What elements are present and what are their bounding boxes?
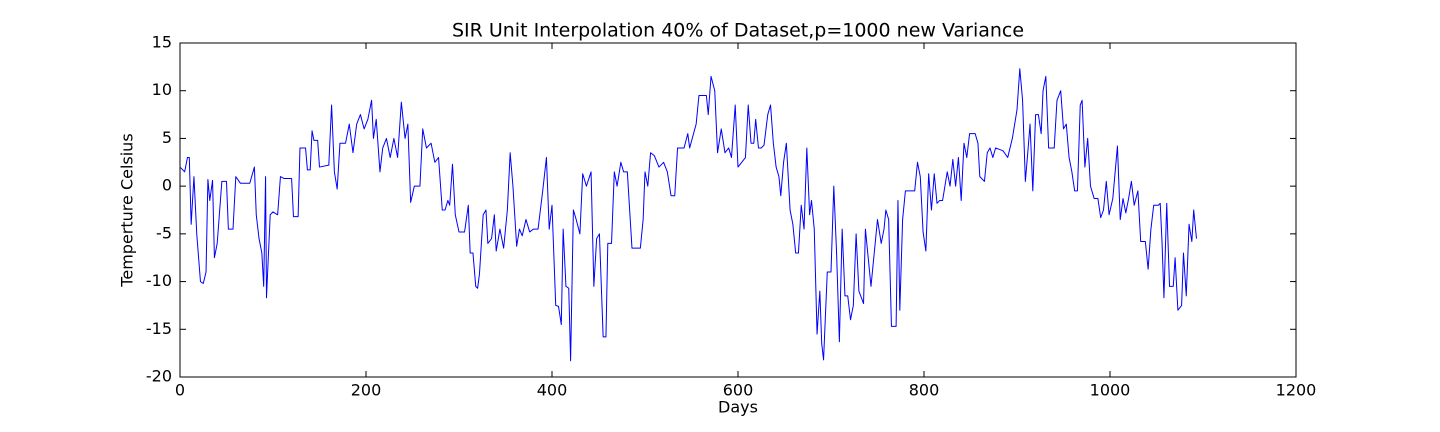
- y-tick-label: -20: [146, 367, 172, 386]
- chart-title: SIR Unit Interpolation 40% of Dataset,p=…: [452, 20, 1024, 42]
- plot-frame: [179, 42, 1297, 378]
- y-tick-label: 5: [162, 128, 172, 147]
- data-line: [179, 68, 1197, 362]
- x-axis-label: Days: [718, 398, 758, 417]
- y-axis-label: Temperture Celsius: [118, 133, 137, 287]
- y-tick-label: -10: [146, 271, 172, 290]
- y-tick-label: 10: [152, 80, 172, 99]
- x-tick-label: 200: [351, 381, 382, 400]
- x-tick-label: 1000: [1090, 381, 1131, 400]
- y-tick-label: -15: [146, 319, 172, 338]
- y-tick-label: -5: [156, 223, 172, 242]
- y-tick-label: 0: [162, 176, 172, 195]
- y-tick-label: 15: [152, 33, 172, 52]
- x-tick-label: 800: [909, 381, 940, 400]
- x-tick-label: 1200: [1276, 381, 1317, 400]
- x-tick-label: 0: [175, 381, 185, 400]
- x-tick-label: 600: [723, 381, 754, 400]
- x-tick-label: 400: [537, 381, 568, 400]
